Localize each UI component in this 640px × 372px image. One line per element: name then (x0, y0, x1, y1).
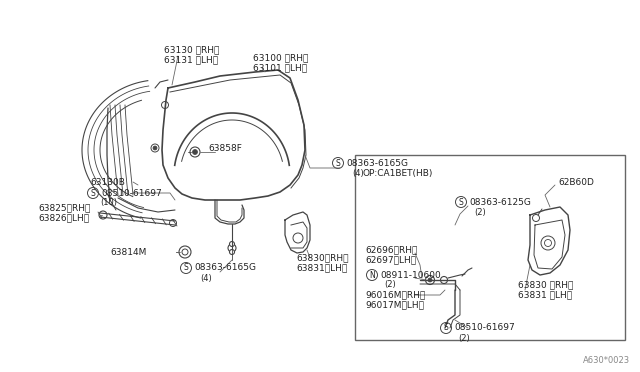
Text: 62697〈LH〉: 62697〈LH〉 (365, 256, 416, 264)
Circle shape (440, 276, 447, 283)
Circle shape (545, 240, 552, 247)
Text: 63100 〈RH〉: 63100 〈RH〉 (253, 54, 308, 62)
Text: 08510-61697: 08510-61697 (101, 189, 162, 198)
Text: 63101 〈LH〉: 63101 〈LH〉 (253, 64, 307, 73)
Text: 63130 〈RH〉: 63130 〈RH〉 (164, 45, 220, 55)
Circle shape (367, 269, 378, 280)
Circle shape (190, 147, 200, 157)
Circle shape (228, 244, 236, 252)
Text: (2): (2) (384, 280, 396, 289)
Text: 08363-6125G: 08363-6125G (469, 198, 531, 206)
Circle shape (541, 236, 555, 250)
Circle shape (426, 276, 435, 285)
Text: S: S (444, 324, 449, 333)
Text: 63831 〈LH〉: 63831 〈LH〉 (518, 291, 572, 299)
Circle shape (179, 246, 191, 258)
Text: OP:CA1BET(HB): OP:CA1BET(HB) (363, 169, 433, 178)
Text: (2): (2) (474, 208, 486, 217)
Circle shape (180, 263, 191, 273)
Text: 63825〈RH〉: 63825〈RH〉 (38, 203, 90, 212)
Text: 63831〈LH〉: 63831〈LH〉 (296, 263, 348, 273)
Circle shape (182, 249, 188, 255)
Circle shape (230, 241, 234, 247)
Circle shape (153, 146, 157, 150)
Circle shape (170, 219, 177, 227)
Circle shape (333, 157, 344, 169)
Circle shape (293, 233, 303, 243)
Text: 08363-6165G: 08363-6165G (194, 263, 256, 273)
Text: 63130B: 63130B (90, 177, 125, 186)
Text: S: S (335, 158, 340, 167)
Text: 08510-61697: 08510-61697 (454, 324, 515, 333)
Circle shape (428, 278, 432, 282)
Bar (355, 155, 625, 340)
Text: 96017M〈LH〉: 96017M〈LH〉 (365, 301, 424, 310)
Text: 96016M〈RH〉: 96016M〈RH〉 (365, 291, 425, 299)
Text: N: N (369, 270, 375, 279)
Text: A630*0023: A630*0023 (583, 356, 630, 365)
Text: (4): (4) (200, 273, 212, 282)
Circle shape (151, 144, 159, 152)
Text: 63830 〈RH〉: 63830 〈RH〉 (518, 280, 573, 289)
Text: 63814M: 63814M (110, 247, 147, 257)
Circle shape (456, 196, 467, 208)
Circle shape (161, 102, 168, 109)
Text: 08911-10600: 08911-10600 (380, 270, 441, 279)
Circle shape (440, 323, 451, 334)
Text: (2): (2) (458, 334, 470, 343)
Text: 63826〈LH〉: 63826〈LH〉 (38, 214, 89, 222)
Circle shape (88, 187, 99, 199)
Text: S: S (184, 263, 188, 273)
Circle shape (99, 211, 107, 219)
Text: (10): (10) (100, 198, 117, 206)
Circle shape (193, 150, 198, 154)
Circle shape (230, 250, 234, 254)
Text: 63131 〈LH〉: 63131 〈LH〉 (164, 55, 218, 64)
Text: 62696〈RH〉: 62696〈RH〉 (365, 246, 417, 254)
Text: 08363-6165G: 08363-6165G (346, 158, 408, 167)
Text: S: S (91, 189, 95, 198)
Text: S: S (459, 198, 463, 206)
Circle shape (532, 215, 540, 221)
Text: 63830〈RH〉: 63830〈RH〉 (296, 253, 349, 263)
Text: 63858F: 63858F (208, 144, 242, 153)
Text: (4): (4) (352, 169, 364, 177)
Text: 62B60D: 62B60D (558, 177, 594, 186)
